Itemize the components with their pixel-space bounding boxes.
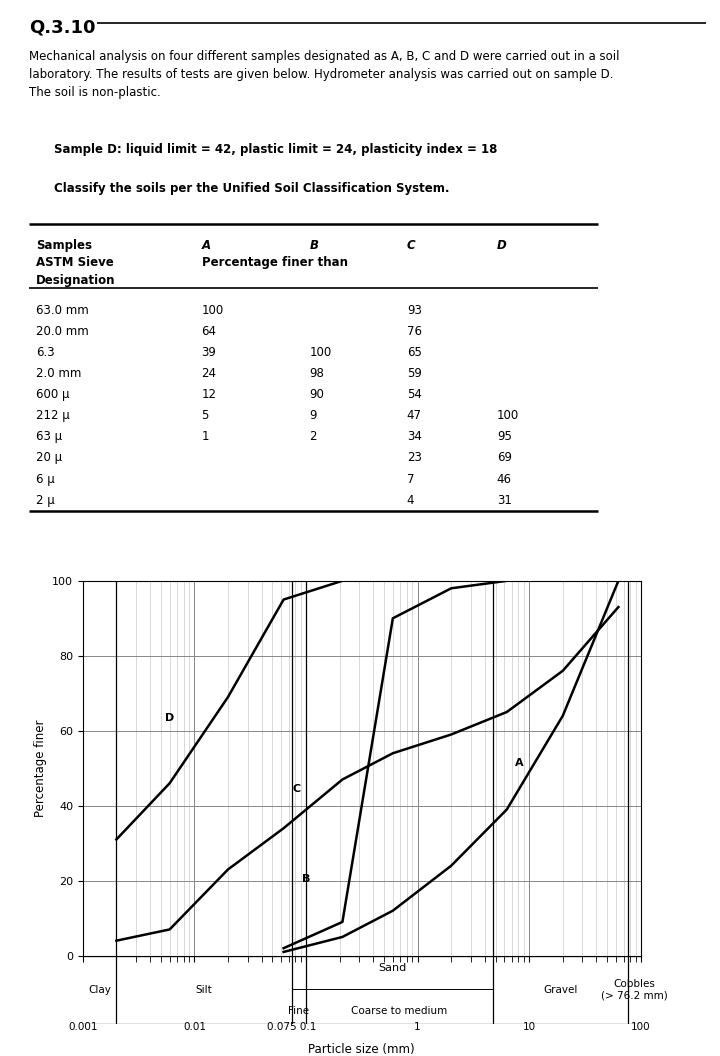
Text: 9: 9 bbox=[310, 410, 317, 422]
Text: Q.3.10: Q.3.10 bbox=[29, 18, 95, 37]
Text: 95: 95 bbox=[497, 431, 512, 444]
Text: Gravel: Gravel bbox=[543, 985, 577, 995]
Text: Silt: Silt bbox=[196, 985, 212, 995]
Text: 2 μ: 2 μ bbox=[36, 493, 55, 507]
Text: D: D bbox=[166, 713, 175, 723]
Text: 63 μ: 63 μ bbox=[36, 431, 62, 444]
Text: Designation: Designation bbox=[36, 274, 115, 286]
Text: 6 μ: 6 μ bbox=[36, 473, 55, 486]
Text: 212 μ: 212 μ bbox=[36, 410, 70, 422]
Text: Samples: Samples bbox=[36, 239, 92, 251]
Text: 24: 24 bbox=[202, 367, 217, 380]
Text: 100: 100 bbox=[310, 346, 332, 359]
Text: Fine: Fine bbox=[289, 1005, 310, 1016]
Y-axis label: Percentage finer: Percentage finer bbox=[34, 719, 47, 817]
Text: 23: 23 bbox=[407, 452, 422, 465]
Text: 5: 5 bbox=[202, 410, 209, 422]
Text: 39: 39 bbox=[202, 346, 217, 359]
Text: 4: 4 bbox=[407, 493, 414, 507]
Text: 47: 47 bbox=[407, 410, 422, 422]
Text: 12: 12 bbox=[202, 388, 217, 401]
Text: 64: 64 bbox=[202, 325, 217, 338]
Text: C: C bbox=[293, 785, 301, 794]
Text: Classify the soils per the Unified Soil Classification System.: Classify the soils per the Unified Soil … bbox=[54, 182, 449, 195]
Text: Coarse to medium: Coarse to medium bbox=[351, 1005, 448, 1016]
Text: 7: 7 bbox=[407, 473, 414, 486]
Text: D: D bbox=[497, 239, 507, 251]
Text: 69: 69 bbox=[497, 452, 512, 465]
Text: 20.0 mm: 20.0 mm bbox=[36, 325, 89, 338]
Text: A: A bbox=[202, 239, 211, 251]
Text: Percentage finer than: Percentage finer than bbox=[202, 256, 348, 269]
Text: 1: 1 bbox=[202, 431, 209, 444]
Text: 6.3: 6.3 bbox=[36, 346, 55, 359]
Text: 59: 59 bbox=[407, 367, 422, 380]
Text: 0.075 0.1: 0.075 0.1 bbox=[267, 1022, 317, 1032]
Text: 2.0 mm: 2.0 mm bbox=[36, 367, 81, 380]
Text: 54: 54 bbox=[407, 388, 422, 401]
Text: 31: 31 bbox=[497, 493, 512, 507]
Text: 100: 100 bbox=[202, 304, 224, 317]
Text: ASTM Sieve: ASTM Sieve bbox=[36, 256, 114, 269]
Text: Clay: Clay bbox=[88, 985, 111, 995]
Text: 1: 1 bbox=[414, 1022, 421, 1032]
Text: 600 μ: 600 μ bbox=[36, 388, 70, 401]
Text: 98: 98 bbox=[310, 367, 325, 380]
Text: 93: 93 bbox=[407, 304, 422, 317]
Text: B: B bbox=[302, 874, 310, 885]
Text: 0.01: 0.01 bbox=[183, 1022, 206, 1032]
Text: Sand: Sand bbox=[379, 963, 407, 973]
Text: 34: 34 bbox=[407, 431, 422, 444]
Text: 63.0 mm: 63.0 mm bbox=[36, 304, 89, 317]
Text: 10: 10 bbox=[523, 1022, 536, 1032]
Text: 46: 46 bbox=[497, 473, 512, 486]
Text: 100: 100 bbox=[497, 410, 519, 422]
Text: B: B bbox=[310, 239, 319, 251]
Text: Mechanical analysis on four different samples designated as A, B, C and D were c: Mechanical analysis on four different sa… bbox=[29, 50, 619, 99]
Text: 100: 100 bbox=[631, 1022, 651, 1032]
Text: Cobbles
(> 76.2 mm): Cobbles (> 76.2 mm) bbox=[600, 979, 667, 1001]
Text: 2: 2 bbox=[310, 431, 317, 444]
Text: 0.001: 0.001 bbox=[68, 1022, 97, 1032]
Text: 90: 90 bbox=[310, 388, 325, 401]
Text: 20 μ: 20 μ bbox=[36, 452, 62, 465]
Text: C: C bbox=[407, 239, 415, 251]
Text: 65: 65 bbox=[407, 346, 422, 359]
Text: 76: 76 bbox=[407, 325, 422, 338]
Text: A: A bbox=[516, 758, 524, 769]
Text: Sample D: liquid limit = 42, plastic limit = 24, plasticity index = 18: Sample D: liquid limit = 42, plastic lim… bbox=[54, 143, 498, 155]
Text: Particle size (mm): Particle size (mm) bbox=[308, 1043, 415, 1056]
